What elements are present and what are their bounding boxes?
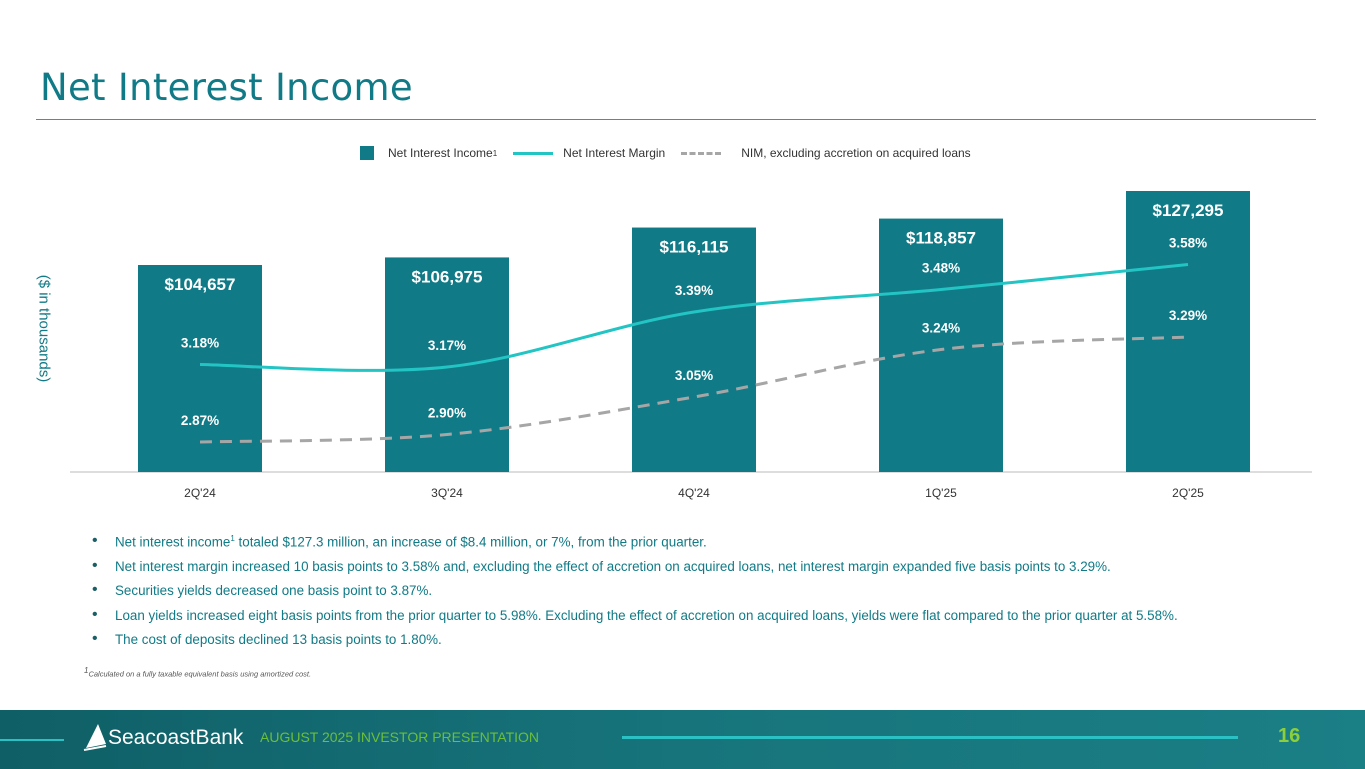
line-value-label: 3.29% (1169, 308, 1207, 323)
bullet-item: Loan yields increased eight basis points… (92, 606, 1178, 633)
bar (1126, 190, 1250, 472)
chart-legend: Net Interest Income 1 Net Interest Margin… (360, 146, 987, 160)
bullet-text: Securities yields decreased one basis po… (115, 583, 433, 598)
footer: SeacoastBank AUGUST 2025 INVESTOR PRESEN… (0, 710, 1365, 769)
page-number: 16 (1278, 725, 1301, 747)
bar-value-label: $104,657 (165, 275, 236, 294)
bullet-item: Net interest income1 totaled $127.3 mill… (92, 532, 1178, 559)
x-tick-label: 4Q'24 (678, 486, 710, 500)
x-tick-label: 1Q'25 (925, 486, 957, 500)
bullet-text: Loan yields increased eight basis points… (115, 607, 1178, 623)
logo: SeacoastBank (82, 724, 243, 752)
bullet-item: Securities yields decreased one basis po… (92, 581, 1178, 608)
footnote-mark: 1 (84, 666, 89, 675)
legend-item-nim: Net Interest Margin (513, 146, 665, 160)
bullet-list: Net interest income1 totaled $127.3 mill… (92, 532, 1178, 657)
nim-ex-line (199, 335, 1189, 444)
bar-value-label: $106,975 (412, 267, 483, 286)
line-swatch (513, 151, 554, 155)
line-value-label: 3.18% (181, 336, 219, 351)
bullet-item: The cost of deposits declined 13 basis p… (92, 630, 1178, 657)
bar-value-label: $118,857 (906, 229, 976, 248)
legend-label: Net Interest Income (388, 146, 493, 160)
line-value-label: 3.58% (1169, 236, 1207, 251)
bar (632, 227, 756, 472)
superscript: 1 (492, 148, 498, 158)
line-value-label: 2.87% (181, 413, 219, 428)
page-title: Net Interest Income (40, 66, 413, 109)
x-tick-label: 2Q'25 (1172, 486, 1204, 500)
legend-label: NIM, excluding accretion on acquired loa… (741, 146, 971, 160)
logo-text: SeacoastBank (108, 726, 244, 749)
footer-line (0, 739, 64, 741)
title-divider (36, 119, 1316, 120)
footnote: 1Calculated on a fully taxable equivalen… (84, 666, 311, 679)
footer-tagline: AUGUST 2025 INVESTOR PRESENTATION (260, 729, 540, 745)
dashed-line-swatch (681, 151, 722, 155)
legend-label: Net Interest Margin (563, 146, 666, 160)
bar (138, 265, 262, 472)
legend-item-nim-ex: NIM, excluding accretion on acquired loa… (681, 146, 971, 160)
x-tick-label: 3Q'24 (431, 486, 463, 500)
superscript: 1 (230, 534, 235, 543)
bullet-text: The cost of deposits declined 13 basis p… (115, 632, 442, 647)
line-value-label: 2.90% (428, 406, 466, 421)
line-value-label: 3.17% (428, 338, 466, 353)
chart: $104,657 2Q'24 $106,975 3Q'24 $116,115 4Q'24 $… (70, 190, 1312, 500)
bar-value-label: $127,295 (1153, 201, 1224, 220)
bar (385, 257, 509, 472)
nim-line (199, 263, 1189, 372)
bullet-item: Net interest margin increased 10 basis p… (92, 557, 1178, 584)
bullet-text: Net interest income (115, 534, 231, 550)
bar-swatch (360, 146, 374, 160)
legend-item-nii: Net Interest Income 1 (360, 146, 497, 160)
x-tick-label: 2Q'24 (184, 486, 216, 500)
sail-icon (83, 724, 107, 751)
bullet-text: totaled $127.3 million, an increase of $… (234, 534, 707, 550)
bullet-text: Net interest margin increased 10 basis p… (115, 558, 1111, 574)
bar-value-label: $116,115 (659, 238, 728, 257)
line-value-label: 3.05% (675, 368, 713, 383)
line-value-label: 3.39% (675, 283, 713, 298)
line-value-label: 3.24% (922, 321, 960, 336)
footer-line (622, 736, 1238, 739)
bar (879, 218, 1003, 472)
footnote-text: Calculated on a fully taxable equivalent… (88, 669, 312, 679)
line-value-label: 3.48% (922, 261, 960, 276)
